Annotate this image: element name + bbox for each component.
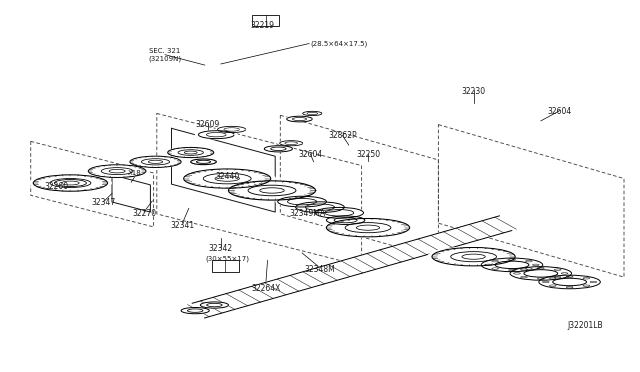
Text: J32201LB: J32201LB: [568, 321, 604, 330]
Ellipse shape: [478, 257, 546, 272]
Text: 32347: 32347: [92, 198, 116, 207]
Bar: [212, 260, 239, 272]
Ellipse shape: [275, 196, 329, 208]
Ellipse shape: [223, 180, 321, 201]
Polygon shape: [192, 216, 512, 318]
Ellipse shape: [189, 159, 218, 165]
Text: X18: X18: [127, 170, 141, 176]
Ellipse shape: [293, 201, 347, 213]
Ellipse shape: [321, 217, 415, 238]
Ellipse shape: [127, 155, 184, 168]
Text: 32250: 32250: [356, 150, 380, 159]
Text: 32609: 32609: [196, 120, 220, 129]
Ellipse shape: [427, 246, 520, 267]
Ellipse shape: [29, 174, 112, 192]
Text: 32341: 32341: [170, 221, 195, 230]
Ellipse shape: [215, 126, 248, 133]
Text: 32342: 32342: [209, 244, 233, 253]
Ellipse shape: [199, 302, 230, 308]
Text: 32219: 32219: [250, 21, 275, 30]
Ellipse shape: [165, 147, 216, 158]
Bar: [252, 15, 279, 26]
Text: 32862P: 32862P: [328, 131, 356, 140]
Ellipse shape: [284, 116, 315, 122]
Text: 32604: 32604: [298, 150, 323, 159]
Text: 32604: 32604: [548, 107, 572, 116]
Ellipse shape: [85, 164, 149, 178]
Text: SEC. 321
(32109N): SEC. 321 (32109N): [148, 48, 182, 62]
Text: 32260: 32260: [44, 182, 68, 190]
Text: 32230: 32230: [461, 87, 486, 96]
Text: 32270: 32270: [132, 209, 156, 218]
Ellipse shape: [312, 207, 366, 219]
Text: (30×55×17): (30×55×17): [205, 255, 249, 262]
Ellipse shape: [179, 168, 276, 189]
Ellipse shape: [301, 111, 324, 116]
Ellipse shape: [324, 215, 367, 225]
Text: 32264X: 32264X: [251, 284, 280, 293]
Ellipse shape: [277, 140, 305, 146]
Ellipse shape: [53, 179, 88, 187]
Ellipse shape: [180, 307, 211, 314]
Text: (28.5×64×17.5): (28.5×64×17.5): [310, 41, 367, 47]
Ellipse shape: [195, 130, 238, 140]
Text: 32440: 32440: [215, 172, 239, 181]
Text: 32348M: 32348M: [305, 265, 335, 274]
Ellipse shape: [263, 145, 294, 152]
Ellipse shape: [507, 266, 575, 281]
Ellipse shape: [536, 275, 604, 289]
Text: 32349MA: 32349MA: [289, 209, 325, 218]
